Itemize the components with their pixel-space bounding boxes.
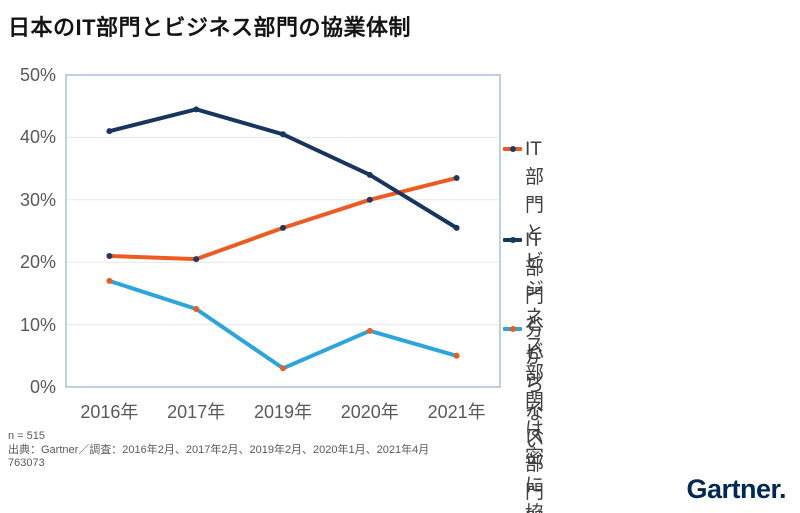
data-point-marker [193,306,200,312]
data-point-marker [280,131,286,138]
legend-label-line: IT部門とビジネス部門は [525,139,545,440]
legend-marker-dot-icon [509,146,516,152]
y-tick-label: 0% [29,377,56,397]
legend-label: IT部門とビジネス部門は密に協業できる [525,136,544,513]
gartner-logo-dot: . [778,474,787,504]
plot-border [65,74,501,388]
data-point-marker [366,327,373,334]
legend-item-1: IT部門とビジネス部門間の信頼関係は薄い／ない [503,227,544,513]
data-point-marker [366,196,373,203]
x-tick-label: 2016年 [80,402,139,422]
x-tick-label: 2021年 [427,402,486,422]
legend-label: 分からない [525,316,544,456]
legend-label-line: 密に協業できる [525,447,545,513]
gartner-logo-text: Gartner [686,474,779,504]
data-point-marker [106,128,113,135]
legend-line-marker-icon [503,237,522,243]
legend-marker-dot-icon [509,326,516,332]
gartner-logo: Gartner. [686,474,786,505]
source-note: 出典：Gartner／調査：2016年2月、2017年2月、2019年2月、20… [8,443,430,456]
legend-marker-dot-icon [509,237,516,243]
data-point-marker [453,224,460,231]
data-point-marker [366,171,373,178]
legend-line-marker-icon [503,326,522,332]
y-tick-label: 10% [19,314,56,335]
y-tick-label: 30% [19,189,56,210]
data-point-marker [453,352,460,359]
x-tick-label: 2020年 [340,402,399,422]
x-tick-label: 2017年 [167,402,226,422]
data-point-marker [193,256,200,263]
series-line-0 [107,175,459,262]
data-point-marker [106,252,113,259]
y-tick-label: 20% [19,252,56,273]
x-tick-label: 2019年 [253,402,313,422]
legend-item-0: IT部門とビジネス部門は密に協業できる [503,136,544,513]
legend-item-2: 分からない [503,316,544,456]
y-tick-label: 40% [19,127,56,148]
data-point-marker [106,277,113,284]
chart-title: 日本のIT部門とビジネス部門の協業体制 [8,15,412,40]
legend-label-line: 分からない [525,319,545,452]
legend-label: IT部門とビジネス部門間の信頼関係は薄い／ない [525,227,544,513]
data-point-marker [280,365,286,372]
data-point-marker [453,174,460,181]
series-line-1 [107,107,459,230]
data-point-marker [193,106,200,113]
legend-label-line: IT部門とビジネス部門間の [525,230,545,513]
legend-line-marker-icon [503,146,522,152]
footer-notes: n = 515 出典：Gartner／調査：2016年2月、2017年2月、20… [8,430,429,471]
y-tick-label: 50% [19,65,56,85]
sample-size-note: n = 515 [8,430,46,442]
data-point-marker [280,224,286,231]
document-id: 763073 [8,457,45,469]
